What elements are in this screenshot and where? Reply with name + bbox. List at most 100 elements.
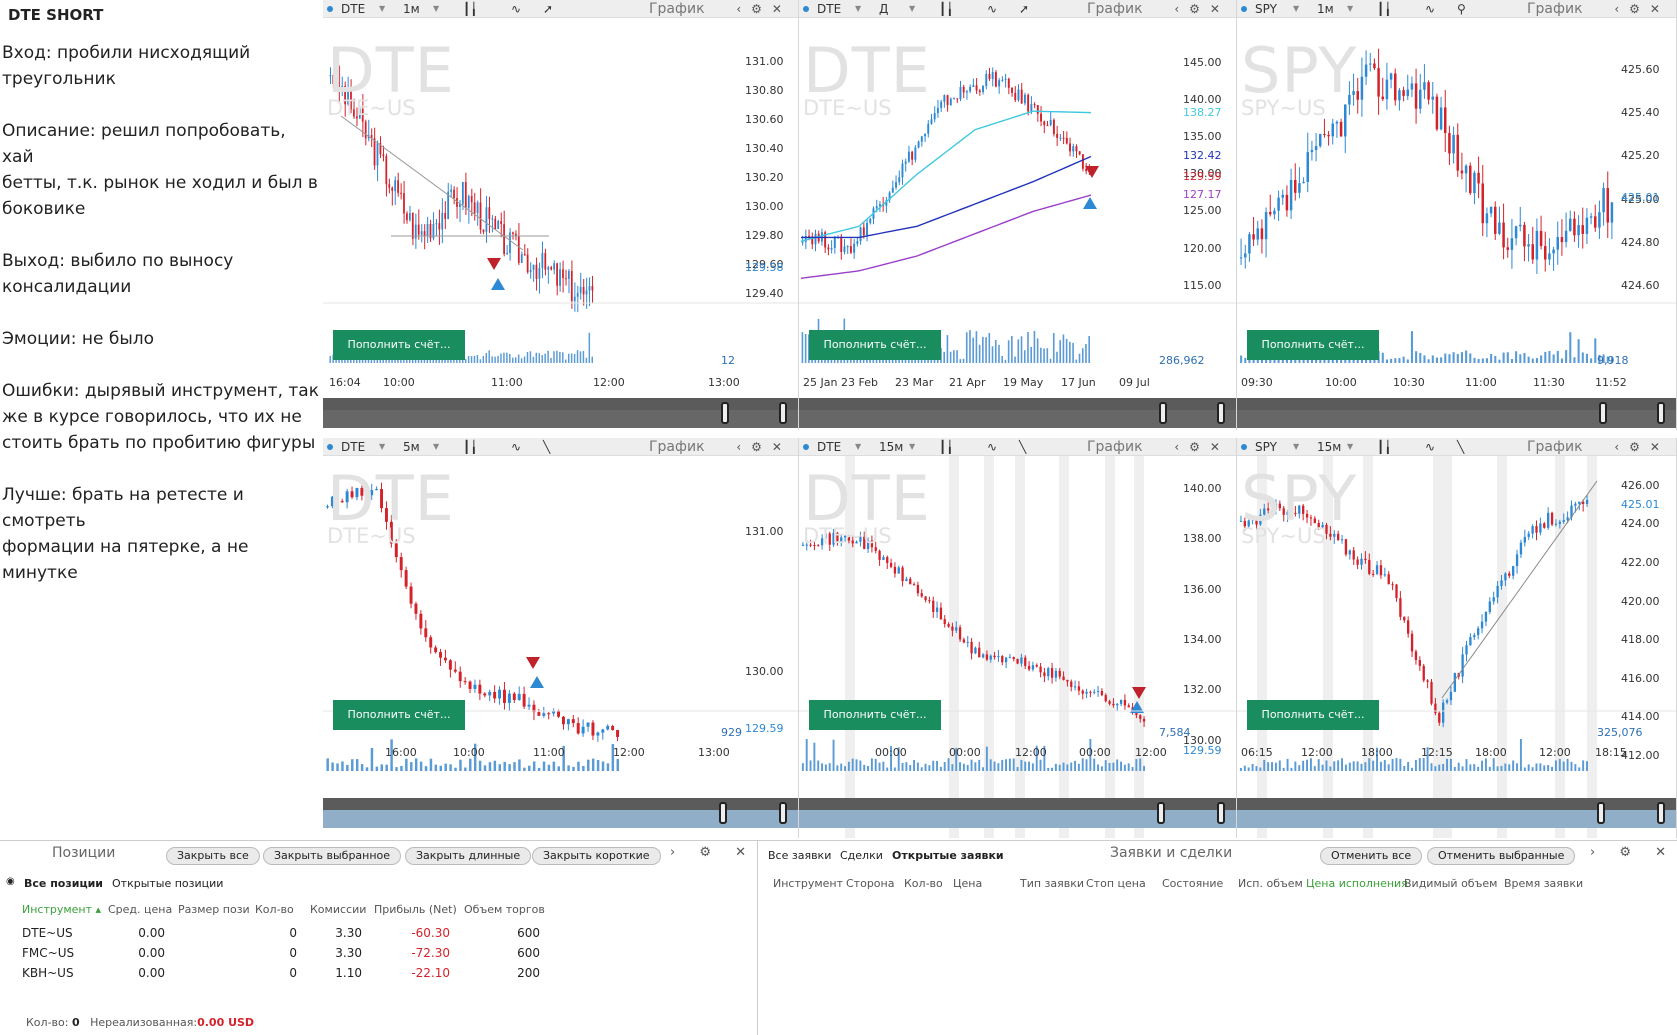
- close-all-button[interactable]: Закрыть все: [166, 847, 260, 865]
- timeframe-select[interactable]: 15м: [879, 440, 904, 454]
- deposit-button[interactable]: Пополнить счёт...: [1247, 330, 1379, 360]
- chart-window-controls[interactable]: ‹⚙✕: [1614, 440, 1670, 454]
- chart-panel-5[interactable]: DTE ▼ 15м ▼ ┃╽ ∿ ╲ График ‹⚙✕ DTE DTE~US 140.00 138.…: [799, 438, 1237, 838]
- candles-icon[interactable]: ┃╽: [463, 440, 478, 454]
- indicators-icon[interactable]: ∿: [987, 440, 998, 454]
- time-navigator[interactable]: [1237, 798, 1676, 828]
- col-volume[interactable]: Объем торгов: [464, 903, 545, 916]
- chart-panel-1[interactable]: DTE ▼ 1м ▼ ┃╽ ∿ ➚ График ‹⚙✕ DTE DTE~US 131.00 130.8…: [323, 0, 799, 430]
- close-long-button[interactable]: Закрыть длинные: [405, 847, 532, 865]
- chevron-down-icon[interactable]: ▼: [855, 4, 862, 13]
- time-navigator[interactable]: [323, 798, 798, 828]
- col-commission[interactable]: Комиссии: [310, 903, 367, 916]
- chevron-down-icon[interactable]: ▼: [909, 4, 916, 13]
- chevron-down-icon[interactable]: ▼: [909, 442, 916, 451]
- chevron-down-icon[interactable]: ▼: [379, 4, 386, 13]
- draw-tool-icon[interactable]: ╲: [1019, 440, 1027, 454]
- draw-tool-icon[interactable]: ⚲: [1457, 2, 1466, 16]
- chart-window-controls[interactable]: ‹⚙✕: [1174, 440, 1230, 454]
- symbol-select[interactable]: DTE: [341, 440, 366, 454]
- candles-icon[interactable]: ┃╽: [939, 440, 954, 454]
- link-dot-icon[interactable]: [803, 444, 809, 450]
- navigator-right-handle[interactable]: [1657, 402, 1665, 424]
- cancel-all-button[interactable]: Отменить все: [1320, 847, 1423, 865]
- candles-icon[interactable]: ┃╽: [939, 2, 954, 16]
- navigator-left-handle[interactable]: [721, 402, 729, 424]
- chevron-down-icon[interactable]: ▼: [855, 442, 862, 451]
- positions-controls[interactable]: › ⚙ ✕: [670, 845, 757, 860]
- chart-panel-2[interactable]: DTE ▼ Д ▼ ┃╽ ∿ ➚ График ‹⚙✕ DTE DTE~US 145.00 140.00…: [799, 0, 1237, 430]
- deposit-button[interactable]: Пополнить счёт...: [1247, 700, 1379, 730]
- chevron-down-icon[interactable]: ▼: [1293, 4, 1300, 13]
- tab-all-orders[interactable]: Все заявки: [768, 849, 832, 862]
- time-navigator[interactable]: [799, 798, 1236, 828]
- price-chart[interactable]: [1237, 456, 1677, 838]
- chevron-down-icon[interactable]: ▼: [379, 442, 386, 451]
- timeframe-select[interactable]: 1м: [403, 2, 420, 16]
- timeframe-select[interactable]: 1м: [1317, 2, 1334, 16]
- navigator-left-handle[interactable]: [1159, 402, 1167, 424]
- navigator-right-handle[interactable]: [779, 802, 787, 824]
- orders-col[interactable]: Стоп цена: [1086, 877, 1146, 890]
- col-qty[interactable]: Кол-во: [255, 903, 294, 916]
- draw-tool-icon[interactable]: ➚: [543, 2, 554, 16]
- orders-col[interactable]: Время заявки: [1504, 877, 1584, 890]
- link-dot-icon[interactable]: [803, 6, 809, 12]
- orders-col[interactable]: Исп. объем: [1238, 877, 1303, 890]
- navigator-left-handle[interactable]: [1597, 802, 1605, 824]
- chart-panel-4[interactable]: DTE ▼ 5м ▼ ┃╽ ∿ ╲ График ‹⚙✕ DTE DTE~US 131.00 130.0…: [323, 438, 799, 838]
- symbol-select[interactable]: DTE: [817, 440, 842, 454]
- orders-col[interactable]: Сторона: [846, 877, 895, 890]
- navigator-left-handle[interactable]: [719, 802, 727, 824]
- chart-panel-6[interactable]: SPY ▼ 15м ▼ ┃╽ ∿ ╲ График ‹⚙✕ SPY SPY~US 426.00 424.…: [1237, 438, 1677, 838]
- chevron-down-icon[interactable]: ▼: [1347, 442, 1354, 451]
- chevron-down-icon[interactable]: ▼: [433, 442, 440, 451]
- navigator-left-handle[interactable]: [1599, 402, 1607, 424]
- chart-window-controls[interactable]: ‹⚙✕: [1614, 2, 1670, 16]
- link-dot-icon[interactable]: [1241, 444, 1247, 450]
- col-position-size[interactable]: Размер пози: [178, 903, 250, 916]
- time-navigator[interactable]: [799, 398, 1236, 428]
- link-dot-icon[interactable]: [327, 6, 333, 12]
- navigator-right-handle[interactable]: [1217, 802, 1225, 824]
- draw-tool-icon[interactable]: ➚: [1019, 2, 1030, 16]
- tab-all-positions[interactable]: Все позиции: [24, 877, 104, 890]
- indicators-icon[interactable]: ∿: [511, 440, 522, 454]
- symbol-select[interactable]: SPY: [1255, 2, 1277, 16]
- price-chart[interactable]: [323, 456, 799, 838]
- chart-window-controls[interactable]: ‹⚙✕: [736, 440, 792, 454]
- navigator-right-handle[interactable]: [779, 402, 787, 424]
- chart-window-controls[interactable]: ‹⚙✕: [1174, 2, 1230, 16]
- cancel-selected-button[interactable]: Отменить выбранные: [1427, 847, 1576, 865]
- orders-controls[interactable]: › ⚙ ✕: [1590, 845, 1677, 860]
- tab-trades[interactable]: Сделки: [840, 849, 883, 862]
- deposit-button[interactable]: Пополнить счёт...: [809, 330, 941, 360]
- deposit-button[interactable]: Пополнить счёт...: [333, 330, 465, 360]
- indicators-icon[interactable]: ∿: [987, 2, 998, 16]
- price-chart[interactable]: [799, 456, 1237, 838]
- chevron-down-icon[interactable]: ▼: [1347, 4, 1354, 13]
- tab-open-orders[interactable]: Открытые заявки: [892, 849, 1004, 862]
- draw-tool-icon[interactable]: ╲: [1457, 440, 1465, 454]
- col-avg-price[interactable]: Сред. цена: [108, 903, 173, 916]
- price-chart[interactable]: [323, 18, 799, 430]
- orders-col[interactable]: Инструмент: [773, 877, 844, 890]
- deposit-button[interactable]: Пополнить счёт...: [333, 700, 465, 730]
- close-short-button[interactable]: Закрыть короткие: [532, 847, 661, 865]
- symbol-select[interactable]: SPY: [1255, 440, 1277, 454]
- symbol-select[interactable]: DTE: [817, 2, 842, 16]
- draw-tool-icon[interactable]: ╲: [543, 440, 551, 454]
- navigator-right-handle[interactable]: [1657, 802, 1665, 824]
- orders-col[interactable]: Видимый объем: [1404, 877, 1498, 890]
- link-dot-icon[interactable]: [1241, 6, 1247, 12]
- close-selected-button[interactable]: Закрыть выбранное: [263, 847, 402, 865]
- symbol-select[interactable]: DTE: [341, 2, 366, 16]
- time-navigator[interactable]: [1237, 398, 1676, 428]
- candles-icon[interactable]: ┃╽: [1377, 2, 1392, 16]
- time-navigator[interactable]: [323, 398, 798, 428]
- orders-col[interactable]: Цена исполнения: [1306, 877, 1408, 890]
- timeframe-select[interactable]: 15м: [1317, 440, 1342, 454]
- chevron-down-icon[interactable]: ▼: [433, 4, 440, 13]
- indicators-icon[interactable]: ∿: [511, 2, 522, 16]
- timeframe-select[interactable]: Д: [879, 2, 889, 16]
